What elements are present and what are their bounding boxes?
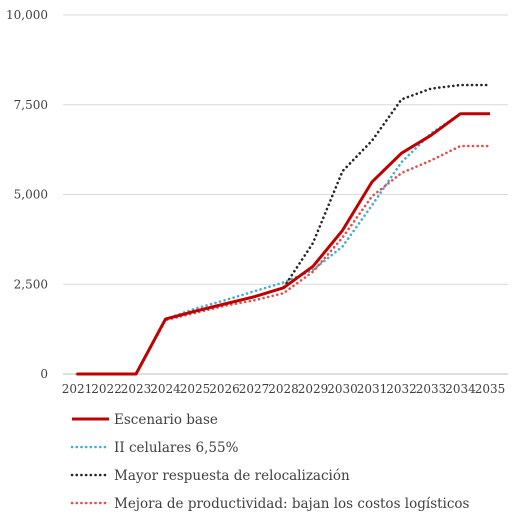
legend: Escenario base II celulares 6,55% Mayor re… bbox=[70, 412, 470, 512]
series-line-mayor-respuesta-de-relocalizacion bbox=[75, 83, 492, 376]
legend-label: Mejora de productividad: bajan los costo… bbox=[114, 496, 470, 512]
x-tick-label: 2023 bbox=[121, 382, 152, 396]
y-tick-label: 0 bbox=[40, 367, 48, 381]
legend-item-mayor-respuesta-de-relocalizacion: Mayor respuesta de relocalización bbox=[70, 468, 350, 484]
legend-label: Mayor respuesta de relocalización bbox=[114, 468, 350, 484]
x-tick-label: 2022 bbox=[91, 382, 122, 396]
x-axis-tick-labels: 2021202220232024202520262027202820292030… bbox=[62, 382, 506, 396]
y-tick-label: 7,500 bbox=[14, 98, 48, 112]
x-tick-label: 2035 bbox=[475, 382, 506, 396]
legend-item-escenario-base: Escenario base bbox=[72, 412, 218, 428]
legend-label: II celulares 6,55% bbox=[114, 440, 239, 456]
y-tick-label: 2,500 bbox=[14, 277, 48, 291]
x-tick-label: 2030 bbox=[327, 382, 358, 396]
y-tick-label: 5,000 bbox=[14, 188, 48, 202]
x-tick-label: 2031 bbox=[357, 382, 388, 396]
series-line-mejora-de-productividad-bajan-los-costos-logisticos bbox=[75, 144, 492, 376]
x-tick-label: 2026 bbox=[209, 382, 240, 396]
x-tick-label: 2024 bbox=[150, 382, 181, 396]
x-tick-label: 2034 bbox=[445, 382, 476, 396]
legend-item-mejora-de-productividad-bajan-los-costos-logisticos: Mejora de productividad: bajan los costo… bbox=[70, 496, 470, 512]
x-tick-label: 2021 bbox=[62, 382, 93, 396]
legend-label: Escenario base bbox=[114, 412, 218, 428]
x-tick-label: 2032 bbox=[386, 382, 417, 396]
series-lines bbox=[75, 83, 492, 376]
x-tick-label: 2027 bbox=[239, 382, 270, 396]
grid-lines bbox=[63, 14, 508, 375]
y-tick-label: 10,000 bbox=[6, 8, 48, 22]
x-tick-label: 2025 bbox=[180, 382, 211, 396]
y-axis-tick-labels: 0 2,500 5,000 7,500 10,000 bbox=[6, 8, 48, 381]
legend-item-ii-celulares-6-55: II celulares 6,55% bbox=[70, 440, 239, 456]
series-line-ii-celulares-6-55 bbox=[75, 112, 492, 376]
x-tick-label: 2029 bbox=[298, 382, 329, 396]
series-line-escenario-base bbox=[77, 112, 490, 376]
x-tick-label: 2028 bbox=[268, 382, 299, 396]
x-tick-label: 2033 bbox=[416, 382, 447, 396]
